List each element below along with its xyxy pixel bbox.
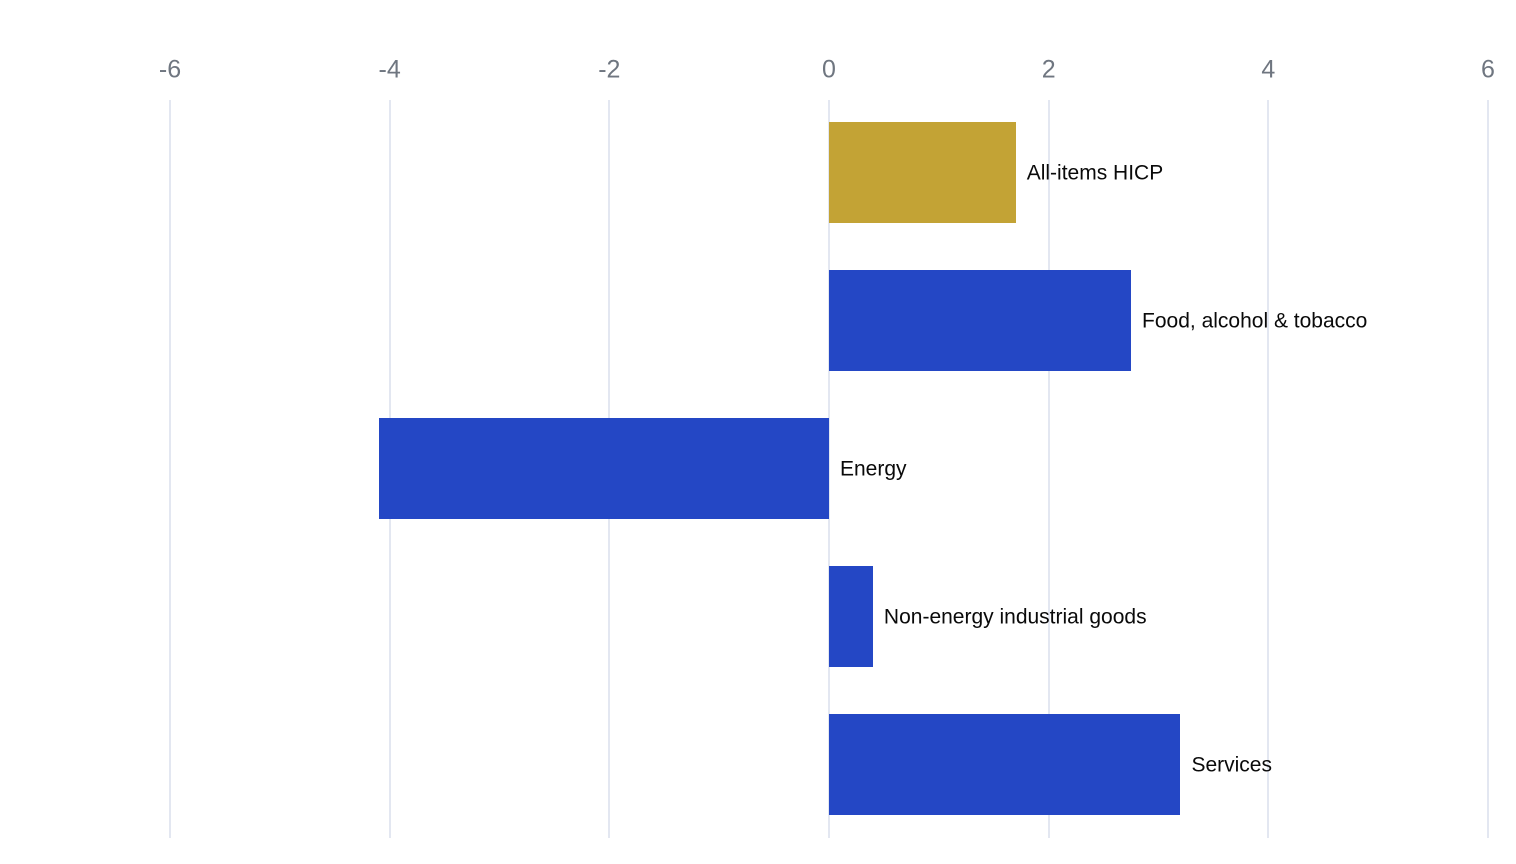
bar-food-alcohol-tobacco xyxy=(829,270,1132,371)
x-tick-label: 6 xyxy=(1481,55,1495,84)
bar-all-items-hicp xyxy=(829,122,1016,223)
gridline xyxy=(1267,100,1270,838)
x-tick-label: 2 xyxy=(1041,55,1056,84)
gridline xyxy=(1487,100,1489,838)
bar-services xyxy=(829,714,1181,815)
x-tick-label: -2 xyxy=(598,55,621,84)
bar-label: All-items HICP xyxy=(1026,160,1164,184)
bar-energy xyxy=(378,418,829,519)
gridline xyxy=(828,100,830,838)
bar-label: Food, alcohol & tobacco xyxy=(1142,308,1368,332)
gridline xyxy=(1047,100,1050,838)
bar-non-energy-industrial-goods xyxy=(829,566,873,667)
bar-label: Energy xyxy=(840,456,907,480)
x-tick-label: -6 xyxy=(158,55,182,84)
gridline xyxy=(169,100,171,838)
x-tick-label: 4 xyxy=(1261,55,1276,84)
bar-label: Non-energy industrial goods xyxy=(883,604,1147,628)
x-tick-label: -4 xyxy=(378,55,401,84)
bar-label: Services xyxy=(1191,752,1272,776)
x-tick-label: 0 xyxy=(822,55,836,84)
